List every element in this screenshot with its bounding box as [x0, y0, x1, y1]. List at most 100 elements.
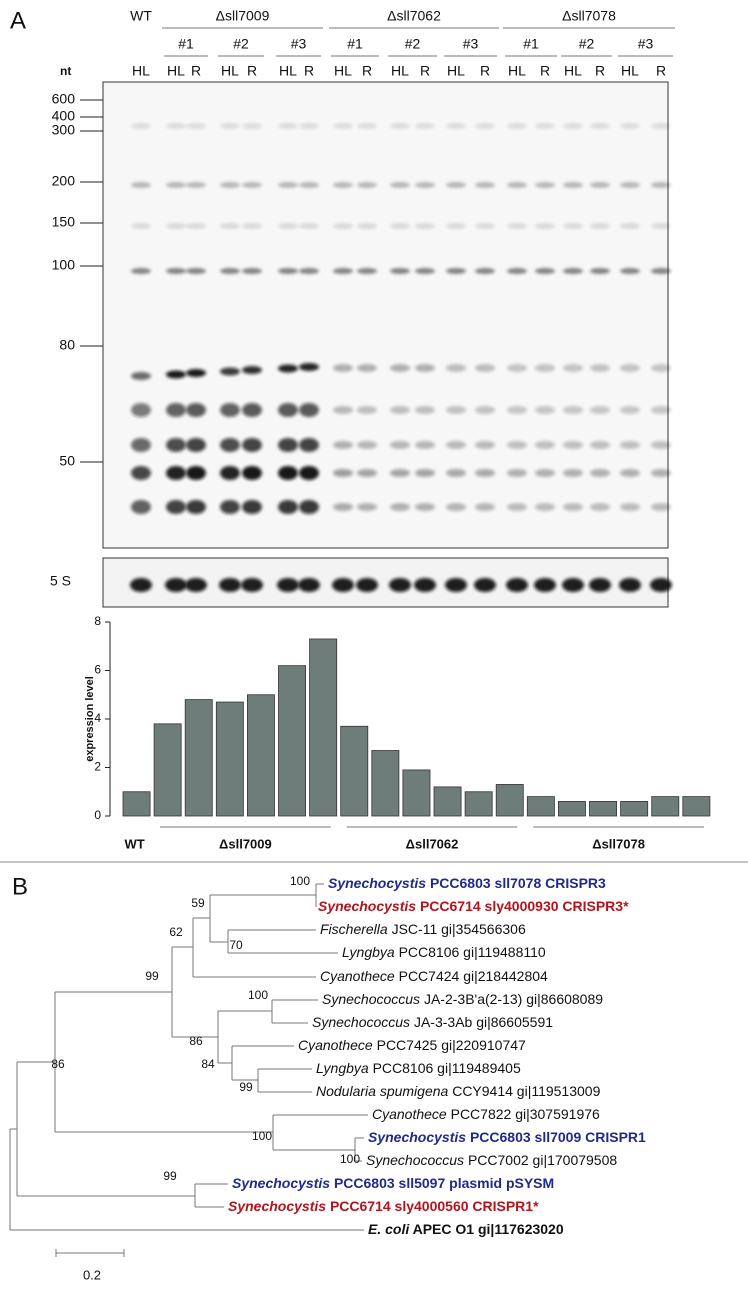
band: [242, 403, 262, 417]
group-label: Δsll7078: [592, 836, 645, 851]
band: [390, 441, 410, 449]
band: [651, 503, 671, 511]
band: [166, 438, 186, 452]
bootstrap-value: 84: [201, 1057, 215, 1071]
band: [242, 268, 262, 274]
band: [446, 503, 466, 511]
band: [131, 123, 151, 129]
leaf-genus: Synechococcus: [322, 991, 420, 1007]
leaf-genus: E. coli: [368, 1221, 410, 1237]
band: [357, 406, 377, 414]
band: [131, 182, 151, 188]
band: [166, 123, 186, 129]
band: [299, 363, 319, 371]
lane-label: R: [191, 63, 201, 79]
band: [535, 268, 555, 274]
bar: [495, 784, 524, 817]
band: [299, 403, 319, 417]
lane-label: HL: [221, 63, 239, 79]
lane-label: HL: [447, 63, 465, 79]
band: [475, 364, 495, 372]
band: [357, 123, 377, 129]
band: [651, 406, 671, 414]
band: [332, 578, 354, 592]
y-tick-label: 2: [94, 760, 101, 774]
leaf-text: PCC6803 sll7078 CRISPR3: [430, 875, 606, 891]
band: [619, 578, 641, 592]
bar: [682, 796, 711, 817]
band: [651, 364, 671, 372]
band: [333, 364, 353, 372]
leaf-label: Synechococcus JA-3-3Ab gi|86605591: [312, 1014, 553, 1030]
tree-branch: [192, 917, 316, 978]
leaf-genus: Synechocystis: [328, 875, 426, 891]
bootstrap-value: 99: [163, 1169, 177, 1183]
leaf-label: Cyanothece PCC7424 gi|218442804: [320, 968, 548, 984]
leaf-genus: Synechocystis: [228, 1198, 326, 1214]
band: [650, 578, 672, 592]
lane-label: R: [420, 63, 430, 79]
band: [446, 469, 466, 477]
band: [620, 223, 640, 229]
band: [563, 182, 583, 188]
band: [475, 223, 495, 229]
band: [220, 223, 240, 229]
band: [620, 503, 640, 511]
band: [220, 403, 240, 417]
leaf-text: APEC O1 gi|117623020: [413, 1221, 564, 1237]
band: [620, 182, 640, 188]
replicate-label: #1: [347, 36, 363, 52]
leaf-label: E. coli APEC O1 gi|117623020: [368, 1221, 564, 1237]
bootstrap-value: 100: [340, 1152, 360, 1166]
band: [535, 223, 555, 229]
leaf-genus: Fischerella: [320, 921, 388, 937]
band: [131, 223, 151, 229]
lane-label: R: [656, 63, 666, 79]
band: [186, 123, 206, 129]
tree-branch: [231, 1045, 294, 1081]
leaf-text: PCC7425 gi|220910747: [377, 1037, 526, 1053]
panel-label: B: [12, 873, 28, 900]
y-tick-label: 4: [94, 711, 101, 725]
bootstrap-value: 99: [239, 1080, 253, 1094]
bar: [433, 786, 462, 817]
y-tick-label: 8: [94, 614, 101, 628]
band: [299, 466, 319, 480]
y-tick-label: 0: [94, 808, 101, 822]
band: [507, 123, 527, 129]
band: [166, 182, 186, 188]
band: [357, 364, 377, 372]
band: [415, 268, 435, 274]
replicate-label: #2: [579, 36, 595, 52]
leaf-genus: Nodularia spumigena: [316, 1083, 449, 1099]
replicate-label: #1: [178, 36, 194, 52]
band: [620, 406, 640, 414]
band: [535, 406, 555, 414]
tree-branch: [257, 1068, 312, 1093]
band: [446, 406, 466, 414]
band: [220, 438, 240, 452]
leaf-genus: Synechocystis: [232, 1175, 330, 1191]
band: [165, 578, 187, 592]
bar: [122, 791, 151, 817]
band: [563, 406, 583, 414]
band: [130, 578, 152, 592]
band: [333, 123, 353, 129]
band: [278, 403, 298, 417]
size-unit: nt: [60, 64, 71, 78]
size-marker-label: 100: [52, 257, 76, 273]
band: [220, 466, 240, 480]
band: [445, 578, 467, 592]
band: [166, 223, 186, 229]
band: [651, 469, 671, 477]
band: [651, 182, 671, 188]
band: [390, 364, 410, 372]
lane-label: HL: [279, 63, 297, 79]
band: [507, 182, 527, 188]
band: [590, 503, 610, 511]
band: [415, 182, 435, 188]
strain-label: Δsll7009: [216, 8, 270, 24]
bar: [371, 750, 400, 817]
bar: [464, 791, 493, 817]
leaf-label: Synechocystis PCC6803 sll7078 CRISPR3: [328, 875, 606, 891]
